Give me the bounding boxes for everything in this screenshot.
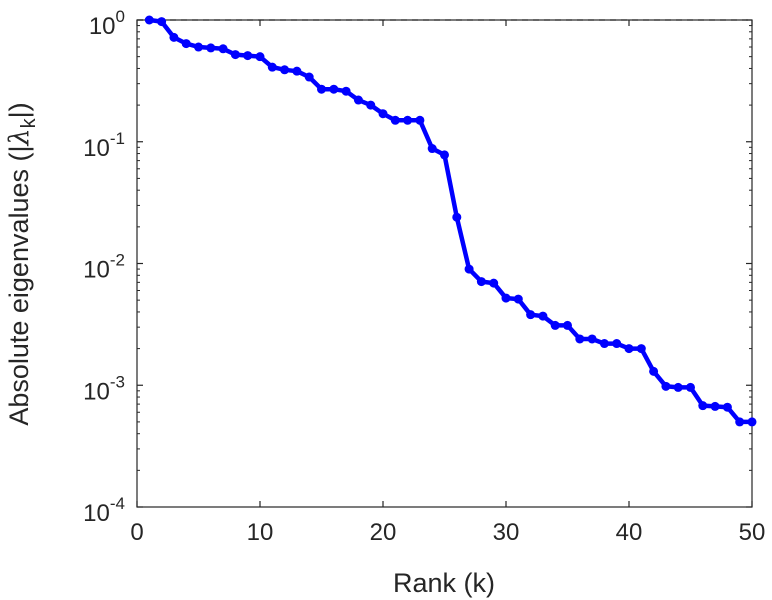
y-tick-label: 10-3 — [83, 372, 125, 405]
data-point — [292, 66, 302, 76]
data-point — [452, 212, 462, 222]
data-point — [415, 115, 425, 125]
x-tick-label: 20 — [370, 519, 397, 546]
data-point — [427, 144, 437, 154]
y-tick-label: 10-4 — [83, 494, 125, 527]
data-point — [403, 115, 413, 125]
x-ticks: 0 10 20 30 40 50 — [130, 20, 765, 546]
series-points — [144, 15, 757, 427]
y-tick-label: 100 — [89, 7, 125, 40]
data-point — [661, 381, 671, 391]
data-point — [464, 264, 474, 274]
data-point — [243, 51, 253, 61]
data-point — [587, 334, 597, 344]
data-point — [181, 39, 191, 49]
y-axis-label-group: Absolute eigenvalues (|λk|) — [4, 102, 40, 425]
y-tick-label: 10-1 — [83, 129, 125, 162]
data-point — [612, 339, 622, 349]
data-point — [538, 311, 548, 321]
data-point — [304, 72, 314, 82]
data-point — [341, 86, 351, 96]
x-tick-label: 40 — [616, 519, 643, 546]
data-point — [280, 65, 290, 75]
data-point — [255, 52, 265, 62]
x-tick-label: 0 — [130, 519, 143, 546]
data-point — [636, 344, 646, 354]
data-point — [501, 293, 511, 303]
plot-area — [136, 19, 753, 508]
y-axis-label-subscript: k — [18, 117, 40, 128]
data-point — [169, 32, 179, 42]
y-axis-label-symbol: λ — [4, 128, 35, 146]
data-point — [673, 382, 683, 392]
data-point — [624, 344, 634, 354]
x-tick-label: 10 — [247, 519, 274, 546]
data-point — [698, 401, 708, 411]
x-axis-label: Rank (k) — [393, 568, 495, 598]
y-axis-label-text: Absolute eigenvalues (| — [4, 145, 34, 425]
data-point — [735, 417, 745, 427]
data-point — [575, 334, 585, 344]
data-point — [476, 277, 486, 287]
y-ticks: 100 10-1 10-2 10-3 10-4 — [83, 7, 752, 527]
data-point — [550, 320, 560, 330]
x-tick-label: 50 — [739, 519, 766, 546]
data-point — [366, 100, 376, 110]
data-point — [144, 15, 154, 25]
data-point — [747, 417, 757, 427]
data-point — [649, 366, 659, 376]
data-point — [218, 44, 228, 54]
y-axis-label: Absolute eigenvalues (|λk|) — [4, 102, 40, 425]
data-point — [353, 95, 363, 105]
data-point — [267, 62, 277, 72]
data-point — [722, 402, 732, 412]
y-tick-label: 10-2 — [83, 251, 125, 284]
data-point — [489, 278, 499, 288]
data-point — [526, 310, 536, 320]
data-point — [230, 50, 240, 60]
data-point — [710, 401, 720, 411]
data-point — [440, 150, 449, 160]
y-axis-label-suffix: |) — [4, 102, 34, 118]
data-point — [563, 320, 572, 330]
data-point — [686, 382, 695, 392]
data-point — [157, 17, 167, 27]
data-point — [206, 43, 216, 53]
data-point — [513, 294, 523, 304]
data-point — [317, 84, 326, 94]
data-point — [194, 42, 203, 52]
data-point — [329, 84, 339, 94]
data-point — [390, 115, 400, 125]
data-point — [599, 339, 609, 349]
x-tick-label: 30 — [493, 519, 520, 546]
data-point — [378, 109, 388, 119]
